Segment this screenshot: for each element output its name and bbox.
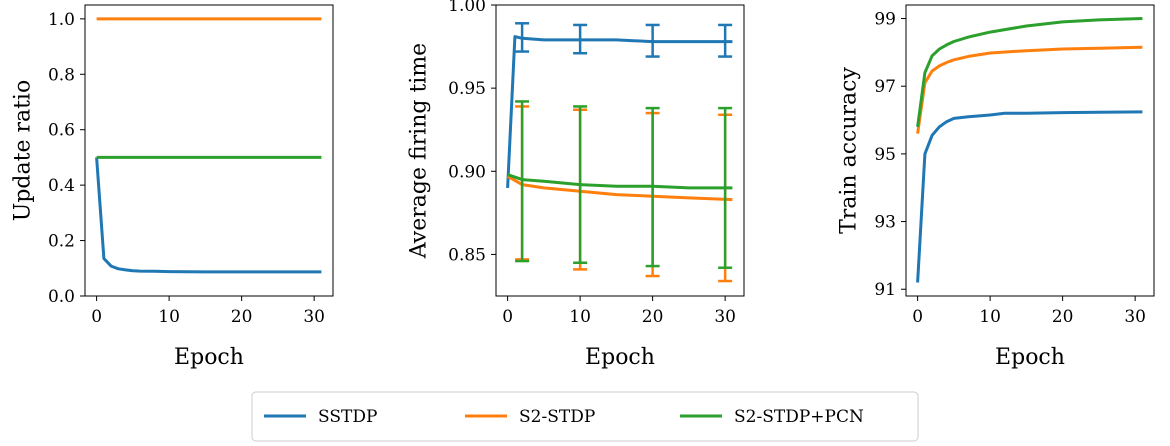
errorbar-sstdp: [645, 23, 660, 58]
axes-frame: [905, 4, 1155, 297]
errorbar-s2-stdp-pcn: [573, 105, 588, 264]
y-tick-label: 93: [874, 213, 896, 233]
x-tick-label: 10: [979, 307, 1001, 327]
series-line-s2-stdp: [506, 174, 733, 202]
series-line-s2-stdp-pcn: [916, 17, 1143, 128]
x-tick-label: 10: [569, 307, 591, 327]
x-axis-label: Epoch: [174, 345, 244, 370]
x-tick-label: 30: [714, 307, 736, 327]
y-tick-label: 0.8: [48, 65, 75, 85]
axes-frame: [495, 4, 745, 297]
plot-train-accuracy: 0 10 20 30 91 93 95 97 99 Epoch Train accuracy: [837, 4, 1155, 370]
legend-label-s2-stdp: S2-STDP: [519, 407, 595, 427]
x-tick-label: 20: [642, 307, 664, 327]
y-tick-label: 91: [874, 280, 896, 300]
series-line-s2-stdp: [916, 45, 1143, 134]
y-tick-label: 99: [874, 10, 896, 30]
errorbar-sstdp: [573, 23, 588, 55]
y-tick-label: 0.4: [48, 176, 75, 196]
x-axis-label: Epoch: [995, 345, 1065, 370]
y-tick-label: 0.0: [48, 287, 75, 307]
legend-label-s2-stdp-pcn: S2-STDP+PCN: [734, 407, 864, 427]
y-tick-label: 0.90: [448, 162, 486, 182]
series-line-s2-stdp-pcn: [507, 173, 733, 190]
x-tick-label: 20: [1052, 307, 1074, 327]
y-tick-label: 97: [874, 77, 896, 97]
plot-update-ratio: 0 10 20 30 0.0 0.2 0.4 0.6 0.8 1.0 Epoch Update …: [11, 4, 334, 370]
y-tick-label: 95: [874, 145, 896, 165]
y-axis-label: Average firing time: [407, 43, 432, 259]
x-tick-label: 20: [231, 307, 253, 327]
y-axis-label: Update ratio: [11, 80, 36, 221]
y-tick-label: 0.85: [448, 245, 486, 265]
y-tick-label: 0.6: [48, 121, 75, 141]
series-line-sstdp: [95, 157, 322, 274]
x-tick-label: 10: [158, 307, 180, 327]
y-tick-label: 0.95: [448, 79, 486, 99]
x-tick-label: 0: [91, 307, 102, 327]
x-tick-label: 30: [1124, 307, 1146, 327]
errorbar-sstdp: [515, 22, 530, 53]
y-axis-label: Train accuracy: [837, 67, 862, 234]
x-tick-label: 0: [502, 307, 513, 327]
x-tick-label: 30: [303, 307, 325, 327]
x-tick-label: 0: [912, 307, 923, 327]
axes-frame: [84, 4, 334, 297]
y-tick-label: 1.0: [48, 10, 75, 30]
plot-average-firing-time: 0 10 20 30 0.85 0.90 0.95 1.00 Epoch Average f…: [407, 0, 745, 370]
y-tick-label: 1.00: [448, 0, 486, 16]
errorbar-s2-stdp-pcn: [718, 106, 733, 269]
errorbar-sstdp: [718, 23, 733, 58]
errorbar-s2-stdp-pcn: [515, 100, 530, 263]
series-line-sstdp: [916, 110, 1143, 283]
legend: SSTDP S2-STDP S2-STDP+PCN: [251, 391, 919, 442]
x-axis-label: Epoch: [585, 345, 655, 370]
series-line-sstdp: [506, 35, 733, 188]
legend-box: [251, 391, 919, 442]
legend-label-sstdp: SSTDP: [318, 407, 377, 427]
y-tick-label: 0.2: [48, 232, 75, 252]
errorbar-s2-stdp-pcn: [645, 106, 660, 268]
